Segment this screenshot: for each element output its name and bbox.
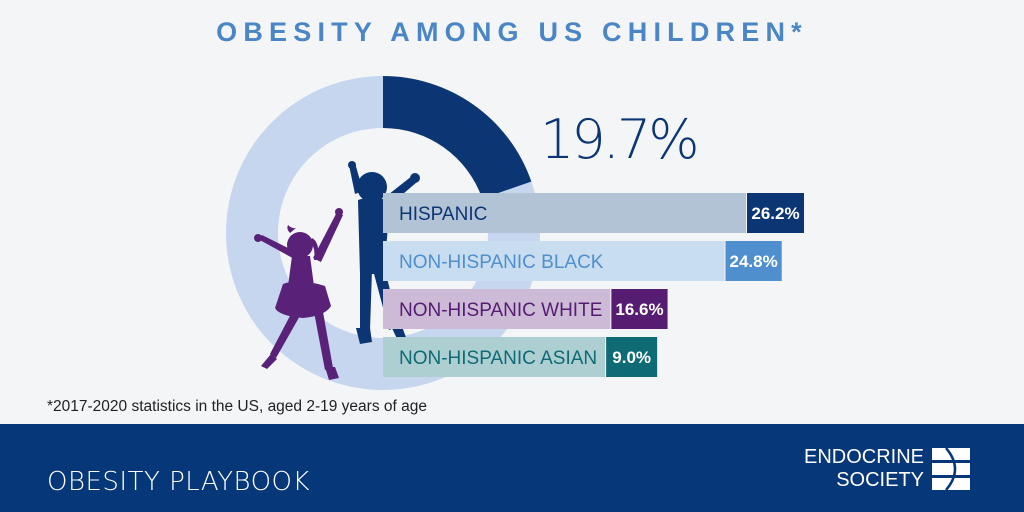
- footnote: *2017-2020 statistics in the US, aged 2-…: [47, 398, 427, 415]
- bar-non-hispanic-black: [383, 241, 725, 281]
- value-box-non-hispanic-black: [725, 241, 782, 281]
- bar-label-non-hispanic-asian: NON-HISPANIC ASIAN: [399, 348, 597, 369]
- chart-canvas: HISPANIC 26.2% NON-HISPANIC BLACK 24.8% NON-…: [226, 76, 804, 391]
- bar-label-non-hispanic-black: NON-HISPANIC BLACK: [399, 252, 604, 273]
- donut-slice-obese: [383, 76, 532, 199]
- girl-silhouette-icon: [254, 208, 343, 380]
- value-box-non-hispanic-white: [611, 289, 668, 329]
- endocrine-society-logo-text: ENDOCRINE SOCIETY: [804, 446, 924, 492]
- chart-title: OBESITY AMONG US CHILDREN*: [216, 17, 808, 47]
- bar-non-hispanic-white: [383, 289, 611, 329]
- bar-label-hispanic: HISPANIC: [399, 204, 487, 225]
- bar-value-non-hispanic-black: 24.8%: [730, 252, 778, 271]
- footer-title: OBESITY PLAYBOOK: [47, 467, 311, 497]
- donut-center-value: 19.7%: [540, 108, 697, 171]
- logo-line-1: ENDOCRINE: [803, 446, 924, 468]
- bar-value-non-hispanic-white: 16.6%: [615, 300, 663, 319]
- bar-non-hispanic-asian: [383, 337, 606, 377]
- logo-line-2: SOCIETY: [836, 469, 924, 491]
- bar-hispanic: [383, 193, 746, 233]
- value-box-non-hispanic-asian: [606, 337, 658, 377]
- bar-value-non-hispanic-asian: 9.0%: [612, 348, 651, 367]
- footer-banner: OBESITY PLAYBOOK ENDOCRINE SOCIETY: [0, 424, 1024, 512]
- bar-label-non-hispanic-white: NON-HISPANIC WHITE: [399, 300, 602, 321]
- bar-chart: HISPANIC 26.2% NON-HISPANIC BLACK 24.8% NON-…: [383, 193, 804, 377]
- value-box-hispanic: [747, 193, 804, 233]
- endocrine-society-logo-icon: [932, 448, 970, 490]
- bar-value-hispanic: 26.2%: [751, 204, 799, 223]
